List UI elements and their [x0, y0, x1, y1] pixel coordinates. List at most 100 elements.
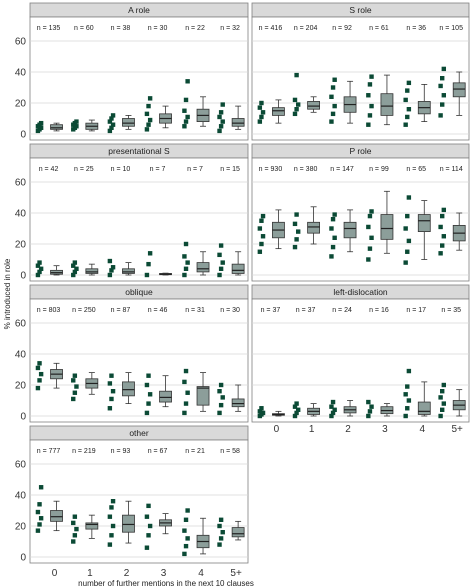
data-point	[440, 76, 445, 81]
data-point	[257, 119, 263, 124]
n-label: n = 250	[72, 307, 96, 314]
data-point	[220, 530, 225, 535]
n-label: n = 147	[330, 166, 354, 173]
data-point	[71, 520, 76, 526]
data-point	[260, 213, 266, 219]
y-tick-label: 20	[15, 240, 27, 251]
data-point	[369, 209, 374, 214]
data-point	[182, 528, 187, 533]
data-point	[109, 125, 114, 130]
data-point	[110, 113, 116, 118]
data-point	[405, 114, 410, 120]
y-tick-label: 20	[15, 522, 27, 533]
data-point	[330, 111, 336, 117]
data-point	[441, 93, 447, 98]
y-axis-label: % introduced in role	[3, 258, 12, 329]
data-point	[440, 243, 445, 248]
data-point	[110, 523, 116, 529]
y-tick-label: 60	[15, 178, 27, 189]
data-point	[110, 389, 116, 394]
data-point	[38, 485, 44, 490]
data-point	[257, 409, 263, 414]
n-label: n = 36	[406, 25, 426, 32]
data-point	[185, 79, 190, 84]
n-label: n = 380	[294, 166, 318, 173]
box	[50, 510, 63, 522]
data-point	[144, 382, 150, 388]
box	[122, 381, 135, 397]
data-point	[257, 105, 263, 110]
data-point	[37, 269, 42, 275]
data-point	[220, 102, 225, 107]
panel-area	[29, 439, 249, 564]
panel-area	[251, 298, 470, 423]
data-point	[294, 401, 299, 406]
data-point	[292, 97, 298, 103]
data-point	[259, 218, 264, 223]
panel-title: A role	[128, 5, 150, 15]
data-point	[294, 410, 299, 416]
data-point	[329, 413, 334, 419]
data-point	[332, 235, 337, 240]
panel-area	[251, 157, 470, 282]
data-point	[38, 266, 44, 271]
data-point	[74, 384, 79, 389]
panel-title: presentational S	[108, 146, 170, 156]
box	[159, 390, 172, 403]
x-tick-label: 4	[198, 568, 204, 579]
data-point	[260, 234, 266, 239]
data-point	[403, 226, 408, 231]
data-point	[366, 413, 371, 419]
data-point	[259, 406, 264, 411]
data-point	[144, 410, 150, 416]
data-point	[109, 505, 114, 510]
data-point	[218, 382, 224, 388]
data-point	[107, 406, 113, 411]
data-point	[332, 77, 337, 82]
n-label: n = 204	[294, 25, 318, 32]
data-point	[183, 517, 189, 522]
panel-title: left-dislocation	[333, 287, 388, 297]
data-point	[403, 413, 408, 419]
data-point	[405, 384, 410, 389]
panel-other: other 0 20 40 60 n = 777 n = 219 n = 93 n = 67 n …	[15, 425, 249, 564]
data-point	[35, 385, 41, 391]
panel-presentational-s: presentational S 0 20 40 60 n = 42 n = 25 n = 1…	[15, 143, 249, 282]
data-point	[146, 103, 151, 109]
n-label: n = 87	[111, 307, 131, 314]
panel-title: S role	[349, 5, 371, 15]
data-point	[109, 268, 114, 273]
data-point	[294, 72, 299, 78]
data-point	[146, 401, 151, 406]
data-point	[295, 102, 301, 107]
x-tick-label: 1	[309, 424, 315, 435]
n-label: n = 46	[148, 307, 168, 314]
data-point	[37, 502, 42, 507]
data-point	[217, 128, 222, 134]
data-point	[257, 249, 263, 254]
n-label: n = 24	[332, 307, 352, 314]
data-point	[441, 66, 447, 72]
data-point	[109, 373, 114, 378]
n-label: n = 65	[406, 166, 426, 173]
data-point	[146, 373, 151, 378]
y-tick-label: 0	[20, 553, 26, 564]
data-point	[107, 542, 113, 547]
data-point	[218, 243, 224, 248]
data-point	[144, 127, 150, 132]
data-point	[438, 113, 443, 118]
data-point	[72, 269, 78, 275]
n-label: n = 10	[111, 166, 131, 173]
data-point	[438, 413, 443, 419]
data-point	[405, 249, 410, 254]
y-tick-label: 0	[20, 412, 26, 423]
n-label: n = 7	[150, 166, 166, 173]
box	[122, 268, 135, 274]
box	[85, 268, 99, 274]
data-point	[294, 237, 299, 242]
data-point	[329, 226, 334, 231]
panel-area	[29, 16, 249, 141]
data-point	[259, 241, 264, 247]
n-label: n = 21	[185, 448, 205, 455]
